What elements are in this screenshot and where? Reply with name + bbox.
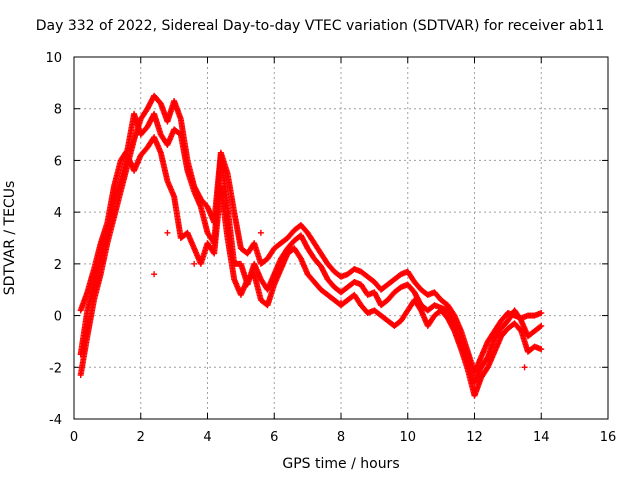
y-tick-label: 0: [54, 310, 62, 325]
data-point: [538, 309, 545, 316]
y-tick-label: 4: [54, 206, 62, 221]
x-tick-label: 10: [399, 430, 416, 445]
x-tick-label: 16: [600, 430, 617, 445]
x-tick-label: 6: [270, 430, 278, 445]
x-tick-label: 8: [337, 430, 345, 445]
outlier-point: [338, 299, 344, 306]
chart-title: Day 332 of 2022, Sidereal Day-to-day VTE…: [35, 18, 605, 34]
series-track-c: [77, 110, 544, 386]
x-tick-label: 0: [70, 430, 78, 445]
x-tick-label: 14: [533, 430, 550, 445]
x-axis-label: GPS time / hours: [282, 456, 400, 472]
outlier-point: [521, 364, 528, 371]
x-tick-label: 4: [203, 430, 211, 445]
axis-ticks: 0 2 4 6 8 10 12 14 16 -4 -2 0 2 4 6 8 10: [45, 51, 616, 445]
y-tick-label: 10: [45, 51, 62, 66]
x-tick-label: 12: [466, 430, 483, 445]
series-track-a: [77, 92, 543, 379]
data-point: [538, 346, 545, 353]
y-tick-label: 8: [54, 103, 62, 118]
data-points: [77, 92, 545, 399]
y-axis-label: SDTVAR / TECUs: [2, 180, 18, 296]
y-tick-label: -2: [49, 361, 62, 376]
plot-frame: [73, 56, 609, 420]
data-point: [537, 323, 544, 330]
y-tick-label: 2: [54, 258, 62, 273]
outlier-point: [151, 271, 158, 278]
y-tick-label: 6: [54, 154, 62, 169]
data-point: [538, 322, 545, 329]
outlier-point: [191, 260, 198, 267]
outlier-point: [164, 229, 171, 236]
data-point: [123, 148, 130, 155]
y-tick-label: -4: [49, 413, 62, 428]
outlier-point: [257, 229, 264, 236]
grid-lines: [74, 57, 608, 419]
series-track-b: [77, 134, 543, 399]
x-tick-label: 2: [137, 430, 145, 445]
